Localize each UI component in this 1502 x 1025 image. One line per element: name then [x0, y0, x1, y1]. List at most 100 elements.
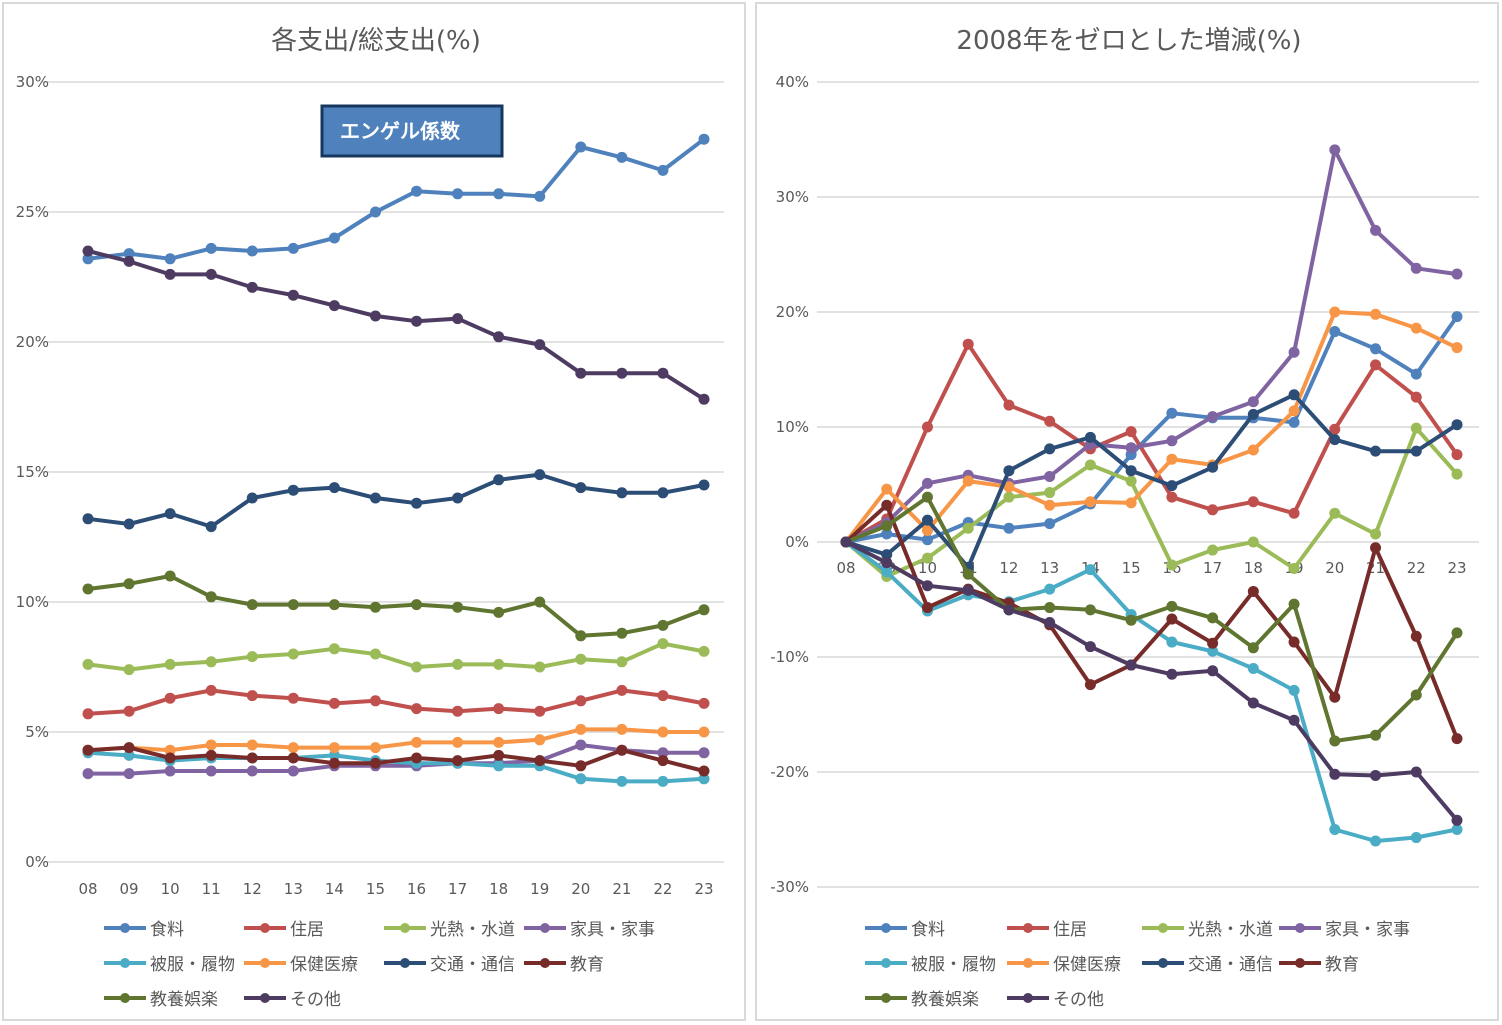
- x-tick-label: 23: [1447, 559, 1466, 577]
- data-point: [1044, 470, 1056, 482]
- data-point: [575, 653, 587, 665]
- data-point: [493, 760, 505, 772]
- data-point: [287, 599, 299, 611]
- x-tick-label: 17: [448, 880, 467, 898]
- data-point: [1125, 465, 1137, 477]
- data-point: [1329, 144, 1341, 156]
- legend-swatch-marker: [1023, 993, 1033, 1003]
- engel-coefficient-box: [320, 104, 504, 158]
- series-line-10: [87, 249, 706, 401]
- data-point: [82, 583, 94, 595]
- data-point: [616, 684, 628, 696]
- data-point: [1410, 832, 1422, 844]
- data-point: [123, 749, 135, 761]
- series-line-4: [88, 743, 704, 776]
- data-point: [1410, 422, 1422, 434]
- legend-swatch-marker: [1295, 923, 1305, 933]
- data-point: [287, 484, 299, 496]
- data-point: [1084, 431, 1096, 443]
- data-point: [411, 661, 423, 673]
- data-point: [1451, 468, 1463, 480]
- data-point: [493, 736, 505, 748]
- data-point: [1288, 714, 1300, 726]
- data-point: [328, 599, 340, 611]
- legend-label: 教育: [1325, 955, 1359, 975]
- data-point: [575, 723, 587, 735]
- series-line-1: [845, 315, 1459, 544]
- data-point: [616, 656, 628, 668]
- data-point: [287, 752, 299, 764]
- data-point: [921, 580, 933, 592]
- data-point: [246, 739, 258, 751]
- data-point: [534, 469, 546, 481]
- data-point: [698, 133, 710, 145]
- legend-swatch-marker: [1158, 958, 1168, 968]
- x-tick-label: 12: [999, 559, 1018, 577]
- legend-label: 保健医療: [1053, 955, 1121, 975]
- data-point: [452, 188, 464, 200]
- data-point: [205, 656, 217, 668]
- data-point: [1003, 465, 1015, 477]
- data-point: [534, 596, 546, 608]
- data-point: [328, 742, 340, 754]
- data-point: [246, 281, 258, 293]
- data-point: [1288, 562, 1300, 574]
- chart-title: 2008年をゼロとした増減(%): [956, 26, 1301, 56]
- data-point: [82, 658, 94, 670]
- legend-label: 光熱・水道: [1188, 920, 1273, 940]
- legend-label: 教育: [570, 955, 604, 975]
- legend-swatch-marker: [540, 923, 550, 933]
- data-point: [246, 690, 258, 702]
- data-point: [1247, 663, 1259, 674]
- data-point: [328, 300, 340, 312]
- legend-swatch-marker: [881, 993, 891, 1003]
- data-point: [1044, 443, 1056, 455]
- data-point: [881, 557, 893, 569]
- data-point: [1288, 405, 1300, 417]
- data-point: [328, 757, 340, 769]
- data-point: [1370, 528, 1382, 540]
- data-point: [246, 599, 258, 611]
- data-point: [493, 703, 505, 715]
- data-point: [82, 708, 94, 720]
- data-point: [164, 658, 176, 670]
- x-tick-label: 15: [1122, 559, 1141, 577]
- data-point: [1044, 583, 1056, 595]
- y-tick-label: 20%: [16, 333, 49, 351]
- data-point: [287, 289, 299, 301]
- data-point: [1166, 636, 1178, 648]
- legend-label: 被服・履物: [911, 955, 996, 975]
- legend-label: 住居: [1053, 920, 1087, 940]
- x-tick-label: 12: [243, 880, 262, 898]
- data-point: [1044, 602, 1056, 614]
- series-line-9: [845, 495, 1459, 743]
- data-point: [123, 742, 135, 754]
- data-point: [616, 775, 628, 787]
- data-point: [328, 643, 340, 655]
- data-point: [1410, 630, 1422, 642]
- data-point: [328, 697, 340, 709]
- legend-swatch-marker: [881, 923, 891, 933]
- data-point: [657, 619, 669, 631]
- y-tick-label: 30%: [776, 188, 809, 206]
- legend-label: 教養娯楽: [150, 990, 218, 1010]
- data-point: [534, 661, 546, 673]
- legend-swatch-marker: [120, 958, 130, 968]
- data-point: [1329, 768, 1341, 780]
- data-point: [369, 310, 381, 322]
- x-tick-label: 18: [489, 880, 508, 898]
- series-line-4: [845, 147, 1458, 544]
- data-point: [921, 514, 933, 526]
- x-tick-label: 08: [78, 880, 97, 898]
- series-line-2: [87, 688, 705, 716]
- y-tick-label: 25%: [16, 203, 49, 221]
- data-point: [123, 768, 135, 780]
- data-point: [881, 549, 893, 561]
- data-point: [328, 749, 340, 761]
- data-point: [1084, 459, 1096, 471]
- data-point: [1370, 769, 1382, 781]
- data-point: [1247, 444, 1259, 456]
- data-point: [1166, 407, 1178, 419]
- x-tick-label: 16: [407, 880, 426, 898]
- data-point: [246, 651, 258, 663]
